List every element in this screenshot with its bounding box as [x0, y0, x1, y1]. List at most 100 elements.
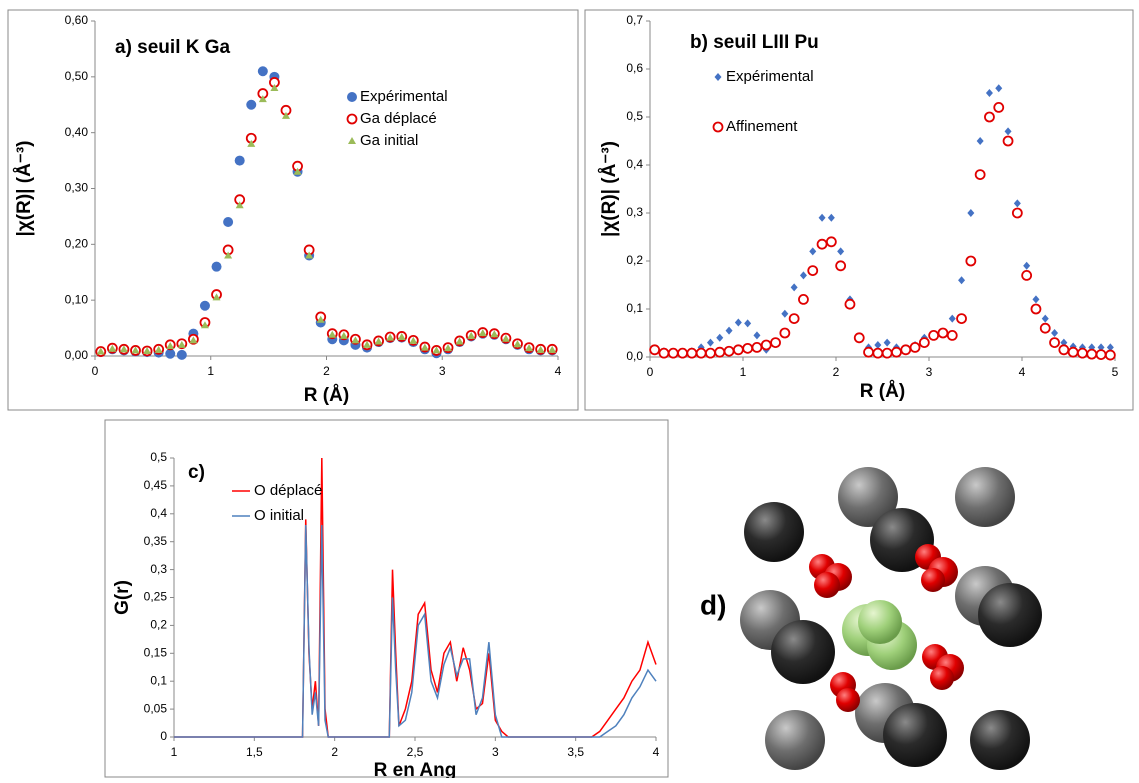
legend-marker [347, 92, 357, 102]
y-tick-label: 0,5 [150, 450, 167, 464]
data-point [270, 84, 279, 91]
data-point [96, 347, 105, 355]
data-point [281, 111, 290, 119]
data-point [1067, 346, 1079, 358]
data-point [686, 347, 698, 359]
data-point [177, 340, 186, 348]
y-tick-label: 0,00 [65, 348, 89, 362]
data-point [339, 331, 348, 339]
data-point [1011, 207, 1023, 219]
data-point [328, 330, 337, 338]
y-tick-label: 0,10 [65, 292, 89, 306]
y-tick-label: 0,1 [626, 301, 643, 315]
y-tick-label: 0,25 [144, 590, 168, 604]
y-tick-label: 0,7 [626, 13, 643, 27]
data-point [235, 201, 244, 209]
y-tick-label: 0,4 [626, 157, 643, 171]
data-point [165, 348, 176, 359]
legend-label: Ga déplacé [360, 110, 437, 127]
x-tick-label: 3,5 [567, 745, 584, 759]
data-point [1106, 343, 1114, 352]
data-point [705, 347, 716, 359]
data-point [143, 346, 152, 354]
data-point [1032, 295, 1040, 304]
data-point [937, 327, 949, 339]
x-axis-title: R (Å) [304, 385, 349, 406]
data-point [351, 336, 360, 344]
data-point [798, 293, 809, 305]
data-point [827, 213, 835, 222]
x-tick-label: 0 [92, 364, 99, 378]
data-point [1058, 344, 1070, 356]
data-point [956, 313, 967, 325]
data-point [835, 260, 847, 272]
data-point [363, 340, 372, 348]
legend-label: Affinement [726, 118, 798, 135]
data-point [837, 247, 845, 256]
x-tick-label: 4 [653, 745, 660, 759]
data-point [1049, 337, 1060, 349]
data-point [799, 271, 807, 280]
data-point [734, 318, 742, 327]
data-point [1013, 199, 1021, 208]
data-point [825, 236, 837, 248]
data-point [525, 344, 534, 352]
data-point [293, 167, 302, 175]
x-tick-label: 2,5 [407, 745, 424, 759]
data-point [984, 111, 995, 123]
data-point [1002, 135, 1014, 147]
x-tick-label: 3 [439, 364, 446, 378]
data-point [779, 327, 791, 339]
y-tick-label: 0,1 [150, 673, 167, 687]
data-point [478, 329, 487, 337]
x-tick-label: 4 [555, 364, 562, 378]
data-point [131, 346, 140, 354]
data-point [200, 321, 209, 329]
data-point [844, 298, 856, 310]
chart-title: c) [188, 462, 205, 483]
data-point [725, 326, 733, 335]
y-tick-label: 0,0 [626, 349, 643, 363]
data-point [223, 217, 234, 227]
data-point [189, 336, 198, 344]
x-tick-label: 1 [207, 364, 214, 378]
legend-marker [714, 73, 722, 81]
data-point [872, 347, 884, 359]
data-point [874, 341, 882, 349]
data-point [1004, 127, 1012, 136]
data-point [258, 95, 267, 103]
data-point [397, 333, 406, 341]
legend-marker [348, 137, 356, 144]
data-point [386, 333, 395, 341]
x-tick-label: 0 [647, 365, 654, 379]
data-point [1104, 349, 1116, 361]
data-point [677, 347, 688, 359]
data-point [1021, 269, 1033, 281]
y-tick-label: 0,30 [65, 181, 89, 195]
data-point [305, 251, 314, 259]
data-point [881, 347, 893, 359]
y-tick-label: 0,35 [144, 534, 168, 548]
data-point [211, 261, 222, 272]
data-point [946, 329, 958, 341]
x-tick-label: 2 [323, 364, 330, 378]
data-point [742, 342, 754, 354]
data-point [199, 300, 210, 311]
y-tick-label: 0,15 [144, 645, 168, 659]
legend-marker [346, 113, 358, 125]
data-point [154, 345, 163, 353]
legend-label: Expérimental [360, 88, 448, 105]
data-point [891, 346, 902, 358]
data-point [246, 99, 257, 110]
legend-label: Expérimental [726, 68, 814, 85]
data-point [224, 251, 233, 259]
y-tick-label: 0 [160, 729, 167, 743]
y-tick-label: 0,20 [65, 237, 89, 251]
data-point [257, 66, 268, 77]
data-point [1023, 261, 1031, 270]
data-point [723, 345, 735, 357]
data-point [816, 238, 828, 250]
data-point [967, 209, 975, 217]
data-point [974, 169, 986, 181]
data-point [863, 346, 874, 358]
